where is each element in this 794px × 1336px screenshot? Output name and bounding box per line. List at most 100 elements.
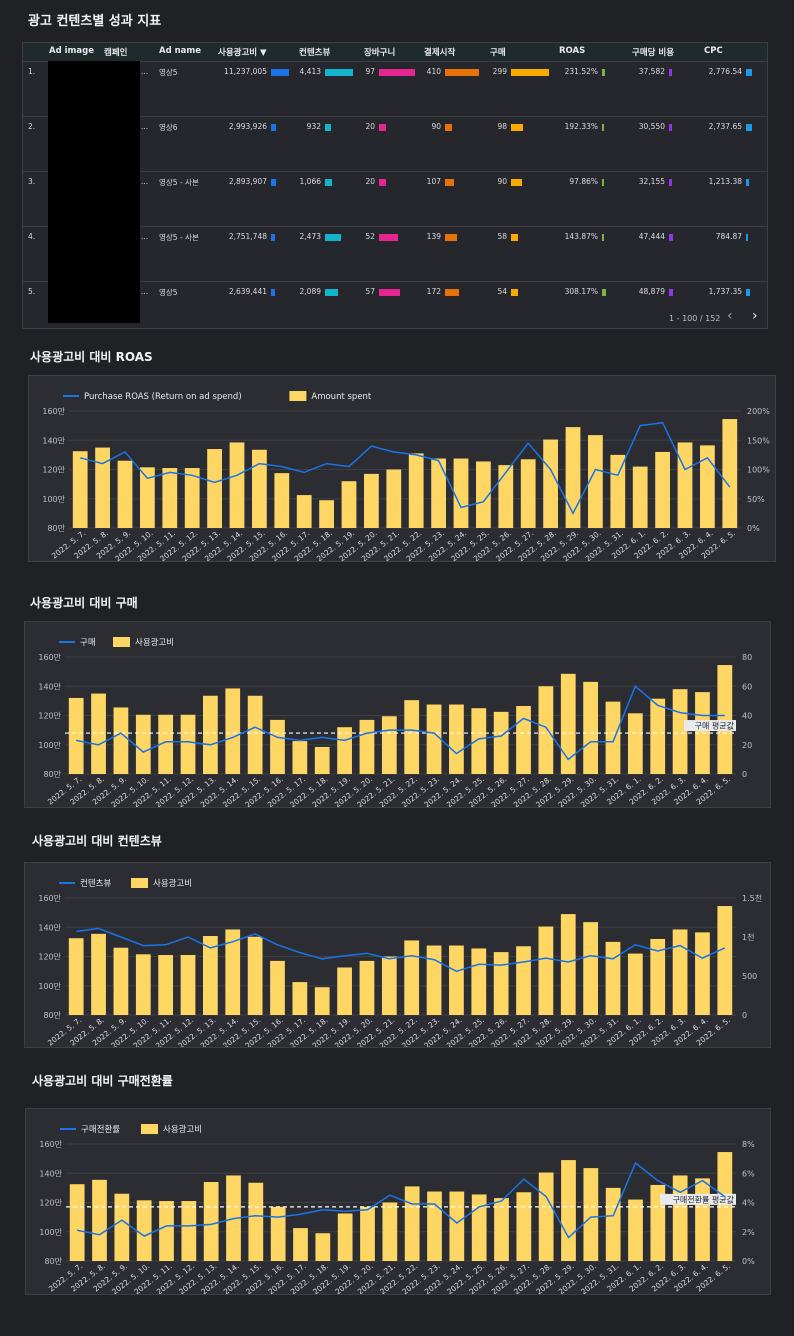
bar — [359, 719, 375, 774]
y-tick-right: 80 — [742, 653, 752, 662]
bar — [247, 695, 263, 774]
col-checkout[interactable]: 결제시작 — [424, 48, 456, 58]
y-tick-left: 80만 — [44, 1257, 62, 1266]
bar — [449, 945, 464, 1015]
bar — [337, 1213, 353, 1261]
y-tick-right: 50% — [747, 495, 765, 504]
y-tick-left: 160만 — [42, 407, 65, 416]
y-tick-left: 120만 — [39, 1199, 62, 1208]
bar — [337, 967, 352, 1015]
next-page-icon[interactable]: › — [752, 308, 758, 324]
bar — [135, 714, 151, 774]
cpc-bar — [746, 179, 749, 186]
y-tick-right: 1.5천 — [742, 893, 762, 903]
bar — [114, 1193, 130, 1261]
table-row[interactable]: 3.... 영상5 - 사본 2,893,907 1,066 20 107 90 97.86%… — [23, 171, 767, 226]
cpp-bar — [669, 289, 673, 296]
bar — [404, 700, 420, 774]
bar — [136, 1200, 152, 1261]
bar — [381, 956, 397, 1015]
row-index: 5. — [28, 287, 36, 296]
campaign-cell: ... — [141, 67, 149, 76]
bar — [493, 952, 509, 1015]
bar — [672, 1175, 688, 1261]
bar — [516, 946, 531, 1015]
bar — [314, 746, 330, 774]
cpc-cell: 784.87 — [715, 232, 742, 241]
legend-bar-swatch — [131, 878, 148, 888]
spend-cell: 2,893,907 — [228, 177, 267, 186]
table-row[interactable]: 4.... 영상5 - 사본 2,751,748 2,473 52 139 58 143.87… — [23, 226, 767, 281]
bar — [404, 940, 420, 1015]
bar — [672, 689, 688, 774]
prev-page-icon[interactable]: ‹ — [727, 308, 733, 324]
bar — [360, 1206, 375, 1261]
bar — [248, 1182, 264, 1261]
legend-bar-label: 사용광고비 — [163, 1124, 202, 1135]
bar — [583, 1168, 599, 1261]
y-tick-left: 120만 — [42, 466, 65, 475]
purchase-bar — [511, 289, 518, 296]
bar — [453, 458, 469, 528]
purchase-bar — [511, 124, 524, 131]
bar — [493, 711, 509, 774]
table-row[interactable]: 2.... 영상6 2,993,926 932 20 90 98 192.33% 30,550 2… — [23, 116, 767, 171]
cpc-cell: 1,737.35 — [708, 287, 742, 296]
y-tick-left: 140만 — [42, 436, 65, 445]
bar — [426, 945, 442, 1015]
y-tick-right: 0% — [747, 524, 760, 533]
y-tick-right: 8% — [742, 1140, 755, 1149]
bar — [359, 960, 375, 1015]
bar — [583, 681, 598, 774]
view-bar — [325, 179, 332, 186]
cpc-bar — [746, 124, 752, 131]
bar — [69, 1184, 85, 1261]
y-tick-right: 20 — [742, 741, 752, 750]
bar — [610, 454, 626, 528]
col-cart[interactable]: 장바구니 — [364, 48, 396, 58]
bar — [296, 495, 312, 528]
col-purchase[interactable]: 구매 — [490, 48, 506, 58]
cart-bar — [379, 124, 387, 131]
bar — [427, 1191, 442, 1261]
bar — [203, 695, 218, 774]
col-cost-per-purchase[interactable]: 구매당 비용 — [632, 48, 675, 58]
chart-title-conversion: 사용광고비 대비 구매전환률 — [32, 1074, 173, 1088]
col-roas[interactable]: ROAS — [559, 46, 586, 56]
table-row[interactable]: 1.... 영상5 11,237,005 4,413 97 410 299 231.52% 37… — [23, 61, 767, 116]
bar — [605, 701, 621, 774]
checkout-bar — [445, 179, 454, 186]
bar — [565, 427, 581, 528]
series-line — [77, 1161, 726, 1239]
cart-cell: 20 — [365, 122, 375, 131]
col-ad-image[interactable]: Ad image — [49, 46, 94, 56]
y-tick-right: 40 — [742, 712, 752, 721]
col-spend[interactable]: 사용광고비 ▼ — [218, 48, 267, 58]
bar — [628, 1199, 643, 1261]
legend-bar-label: 사용광고비 — [135, 637, 174, 648]
series-line — [76, 927, 726, 973]
col-contentview[interactable]: 컨텐츠뷰 — [299, 48, 331, 58]
purchase-cell: 90 — [497, 177, 507, 186]
table-title: 광고 컨텐츠별 성과 지표 — [28, 14, 162, 29]
purchase-cell: 98 — [497, 122, 507, 131]
table-row[interactable]: 5.... 영상5 2,639,441 2,089 57 172 54 308.17% 48,8… — [23, 281, 767, 336]
bar — [207, 449, 222, 528]
purchase-cell: 58 — [497, 232, 507, 241]
roas-bar — [602, 179, 604, 186]
ad-name-cell: 영상6 — [159, 123, 178, 132]
bar — [381, 716, 397, 774]
purchase-cell: 299 — [492, 67, 507, 76]
bar — [498, 465, 514, 528]
bar — [700, 445, 715, 528]
col-ad-name[interactable]: Ad name — [159, 46, 202, 56]
bar — [225, 929, 241, 1015]
checkout-cell: 410 — [426, 67, 441, 76]
bar — [68, 938, 84, 1015]
bar — [632, 466, 648, 528]
purchase-cell: 54 — [497, 287, 507, 296]
bar — [92, 1179, 107, 1261]
col-campaign[interactable]: 캠페인 — [104, 48, 128, 58]
col-cpc[interactable]: CPC — [704, 46, 723, 56]
